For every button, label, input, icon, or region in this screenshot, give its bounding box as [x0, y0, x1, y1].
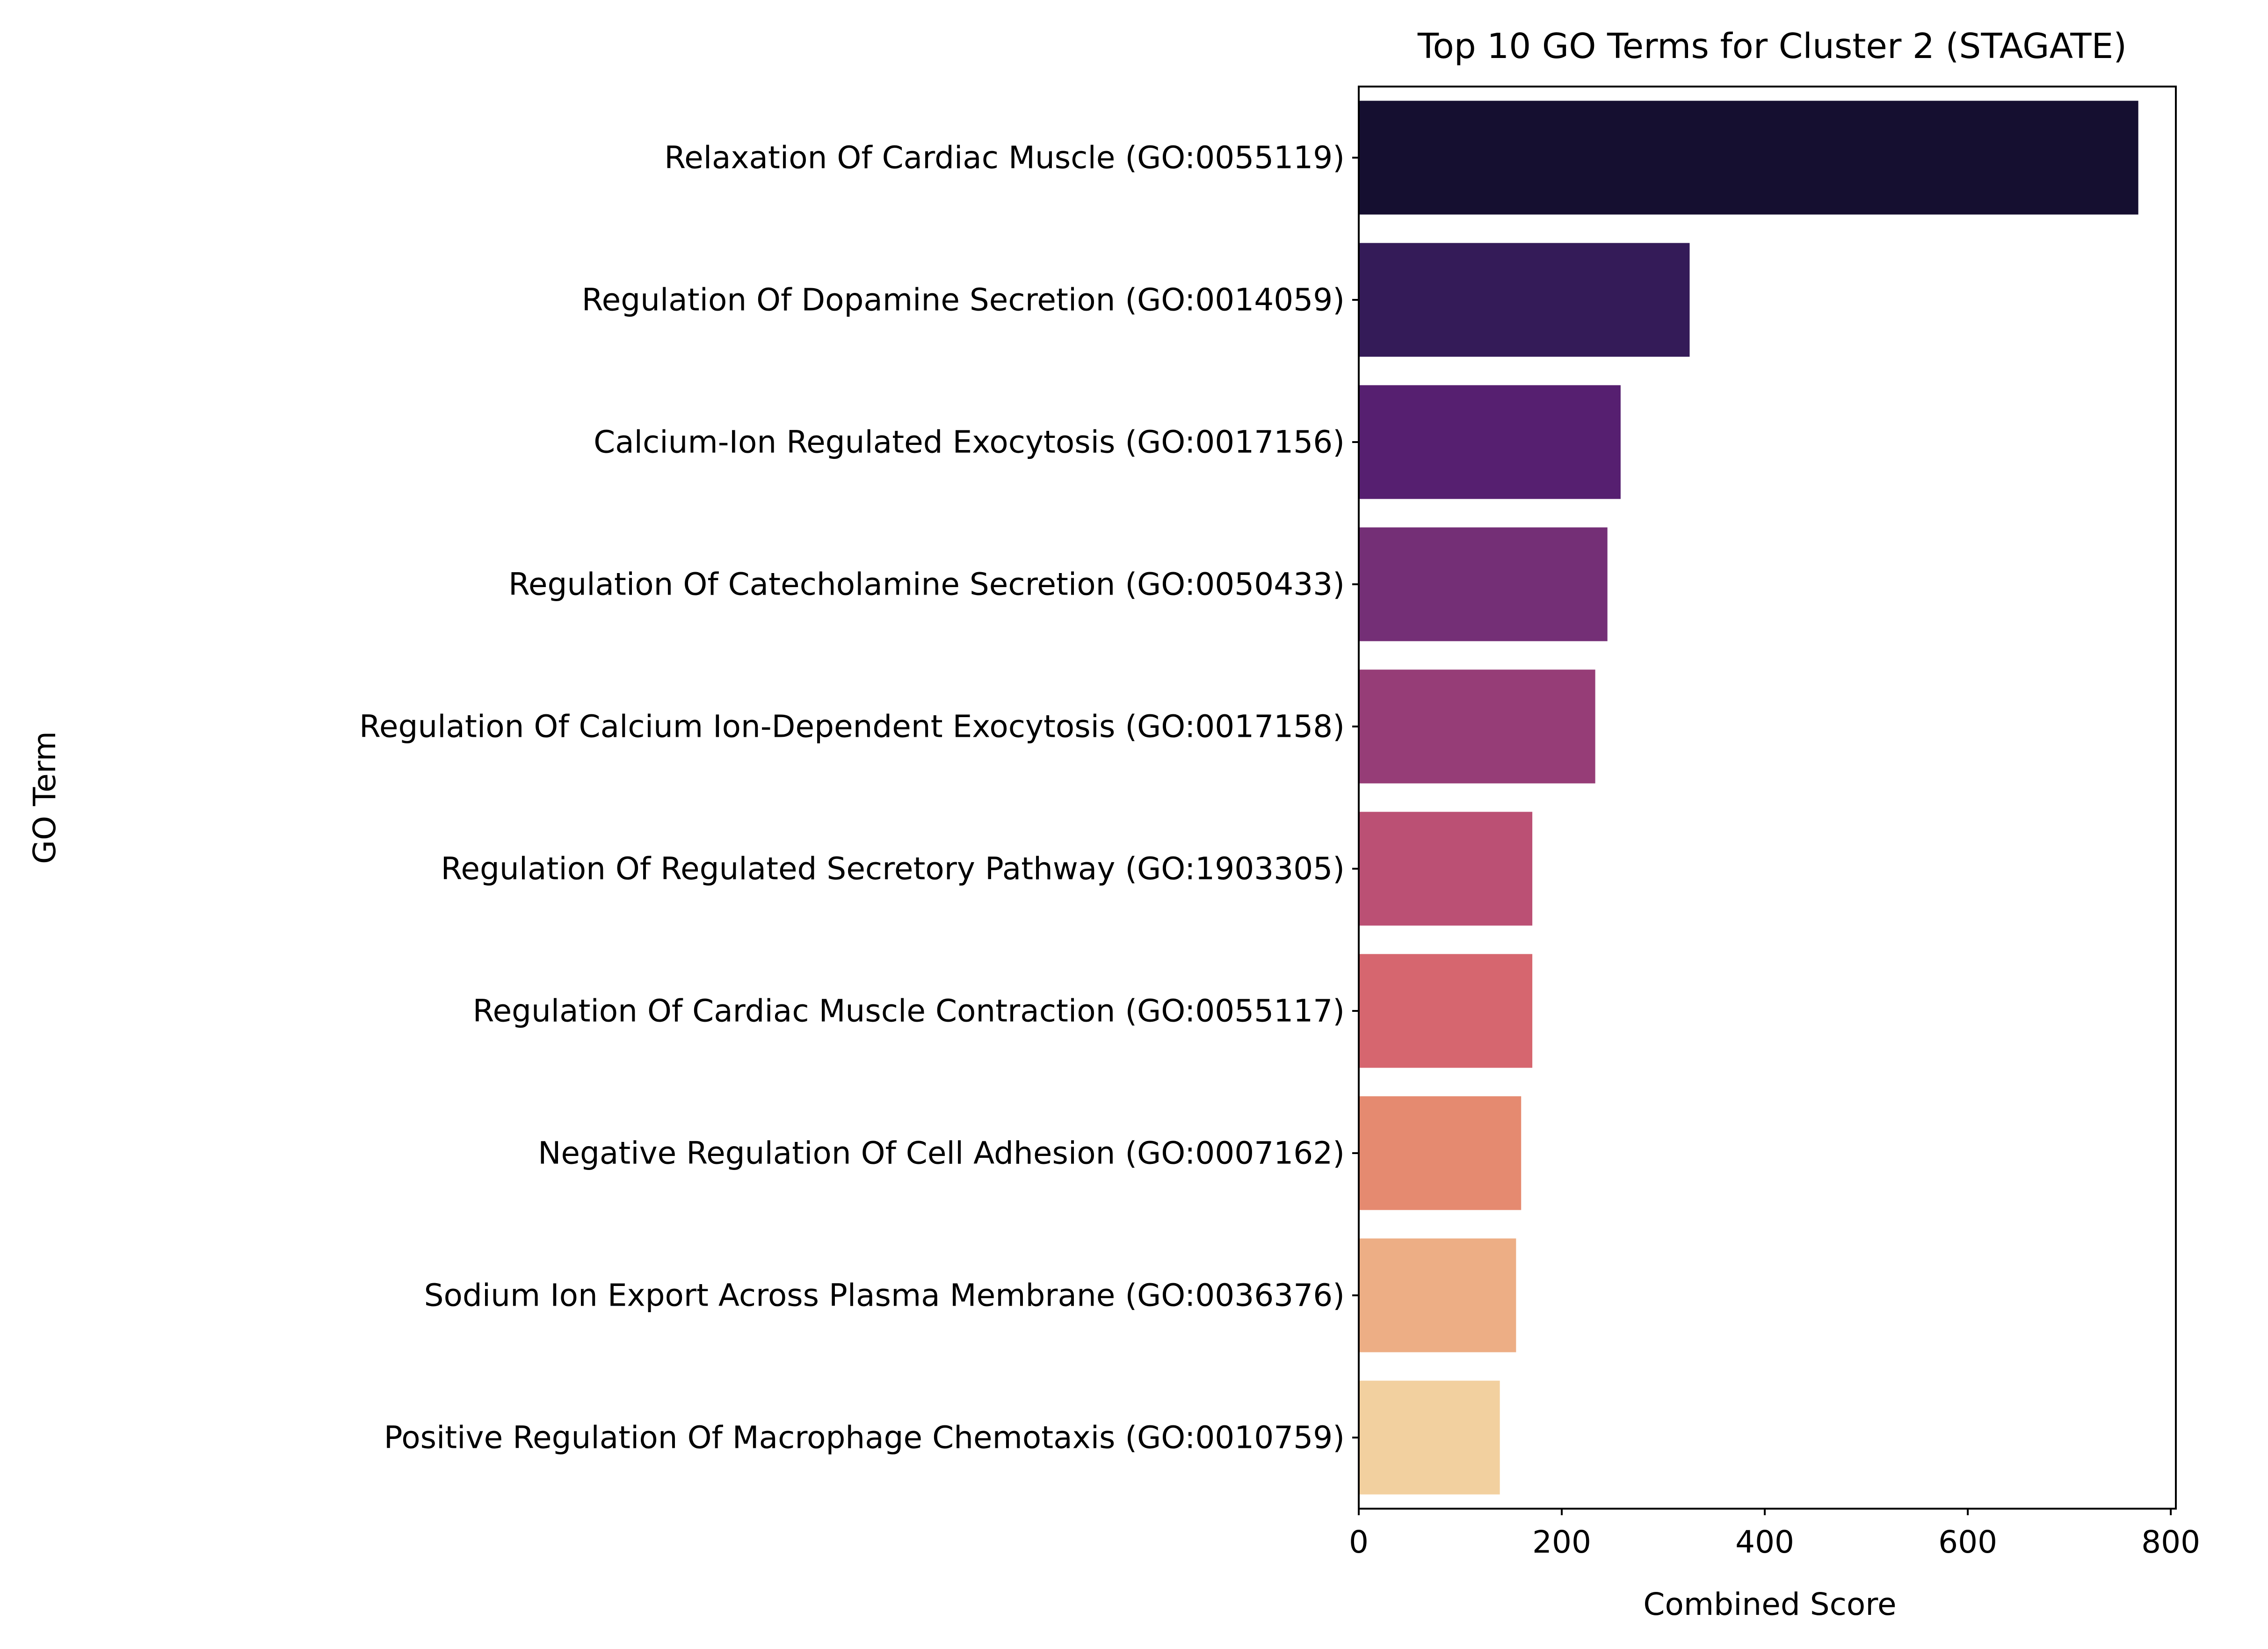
plot-area-frame [1358, 86, 2177, 1510]
x-axis-ticks: 0 200 400 600 800 [1349, 1509, 2200, 1560]
y-axis-label: GO Term [27, 731, 63, 864]
bar [1359, 669, 1595, 784]
chart-title: Top 10 GO Terms for Cluster 2 (STAGATE) [1417, 26, 2127, 66]
x-axis-label: Combined Score [1643, 1586, 1896, 1622]
bar [1359, 954, 1533, 1068]
y-tick-label: Regulation Of Dopamine Secretion (GO:001… [582, 282, 1345, 318]
x-tick-label: 600 [1938, 1524, 1997, 1560]
y-tick-label: Relaxation Of Cardiac Muscle (GO:0055119… [664, 140, 1345, 176]
bar [1359, 812, 1533, 926]
y-tick-label: Negative Regulation Of Cell Adhesion (GO… [538, 1135, 1345, 1171]
bar [1359, 1380, 1500, 1495]
y-axis-ticks: Relaxation Of Cardiac Muscle (GO:0055119… [359, 140, 1359, 1456]
y-tick-label: Regulation Of Catecholamine Secretion (G… [508, 567, 1345, 603]
y-tick-label: Regulation Of Cardiac Muscle Contraction… [473, 993, 1345, 1029]
x-tick-label: 400 [1735, 1524, 1794, 1560]
bar [1359, 101, 2138, 215]
bar [1359, 385, 1621, 499]
y-tick-label: Calcium-Ion Regulated Exocytosis (GO:001… [594, 424, 1345, 460]
bar [1359, 1096, 1522, 1210]
x-tick-label: 0 [1349, 1524, 1369, 1560]
x-tick-label: 800 [2141, 1524, 2200, 1560]
bar [1359, 243, 1690, 357]
bar [1359, 1238, 1516, 1352]
y-tick-label: Regulation Of Regulated Secretory Pathwa… [441, 851, 1345, 887]
x-tick-label: 200 [1532, 1524, 1591, 1560]
y-tick-label: Positive Regulation Of Macrophage Chemot… [384, 1420, 1345, 1456]
y-tick-label: Regulation Of Calcium Ion-Dependent Exoc… [359, 709, 1345, 745]
y-tick-label: Sodium Ion Export Across Plasma Membrane… [424, 1278, 1345, 1314]
bars-group [1359, 101, 2138, 1495]
bar [1359, 527, 1608, 641]
